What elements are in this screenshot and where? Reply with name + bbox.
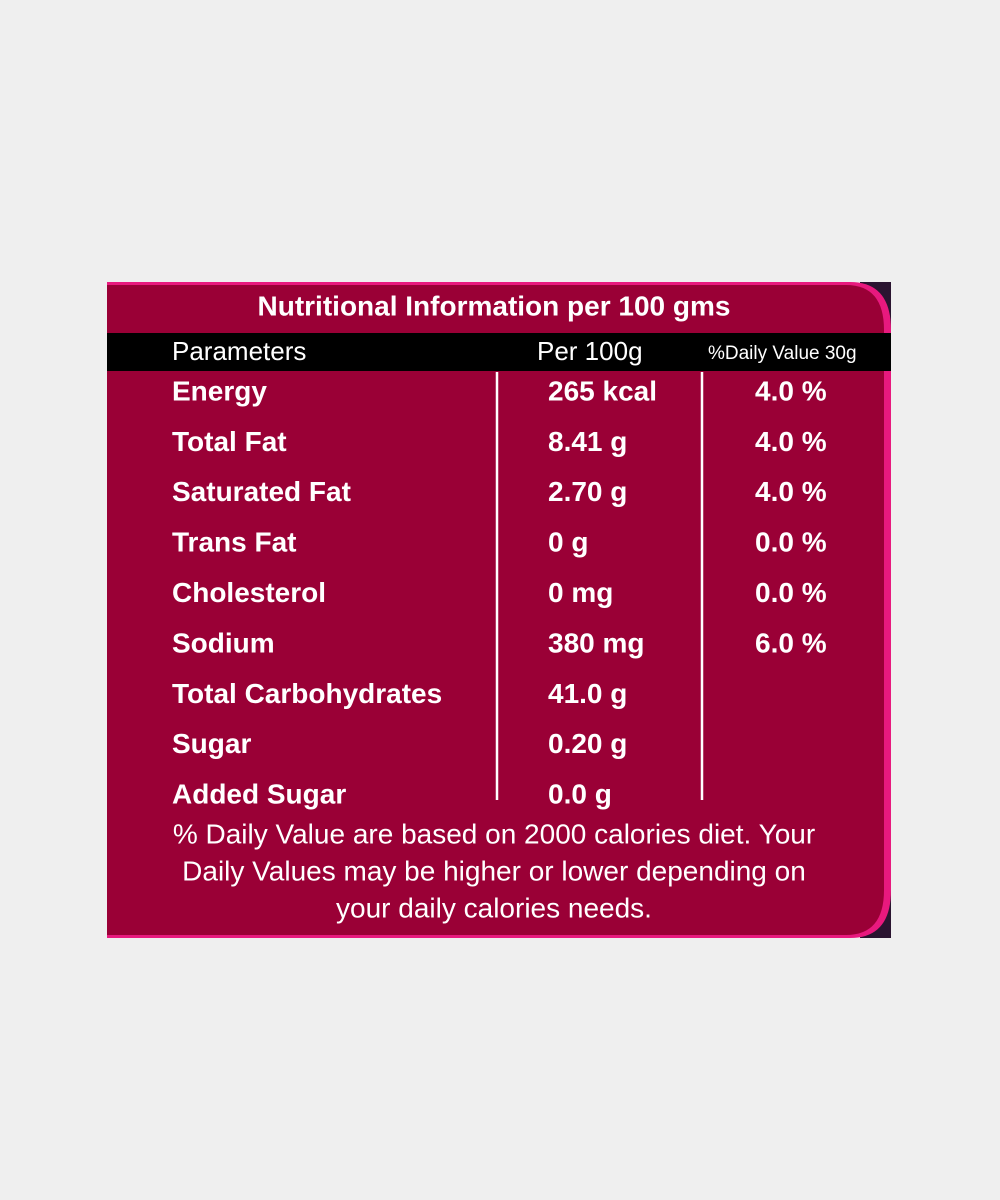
per-100g-cell: 0.20 g bbox=[548, 728, 627, 759]
parameter-cell: Sugar bbox=[172, 728, 251, 759]
panel bbox=[107, 285, 884, 935]
parameter-cell: Cholesterol bbox=[172, 577, 326, 608]
footnote-line: % Daily Value are based on 2000 calories… bbox=[173, 818, 815, 849]
daily-value-cell: 4.0 % bbox=[755, 426, 827, 457]
per-100g-cell: 0.0 g bbox=[548, 779, 612, 810]
per-100g-cell: 8.41 g bbox=[548, 426, 627, 457]
per-100g-cell: 265 kcal bbox=[548, 375, 657, 406]
header-bar bbox=[107, 333, 891, 371]
parameter-cell: Added Sugar bbox=[172, 779, 346, 810]
column-header: Parameters bbox=[172, 336, 306, 366]
title: Nutritional Information per 100 gms bbox=[258, 290, 731, 321]
daily-value-cell: 6.0 % bbox=[755, 627, 827, 658]
footnote-line: your daily calories needs. bbox=[336, 892, 652, 923]
daily-value-cell: 4.0 % bbox=[755, 476, 827, 507]
daily-value-cell: 0.0 % bbox=[755, 577, 827, 608]
parameter-cell: Sodium bbox=[172, 627, 275, 658]
per-100g-cell: 380 mg bbox=[548, 627, 645, 658]
parameter-cell: Total Carbohydrates bbox=[172, 678, 442, 709]
parameter-cell: Trans Fat bbox=[172, 527, 296, 558]
per-100g-cell: 2.70 g bbox=[548, 476, 627, 507]
column-header: Per 100g bbox=[537, 336, 643, 366]
per-100g-cell: 41.0 g bbox=[548, 678, 627, 709]
parameter-cell: Energy bbox=[172, 375, 267, 406]
footnote-line: Daily Values may be higher or lower depe… bbox=[182, 855, 806, 886]
column-header: %Daily Value 30g bbox=[708, 343, 857, 364]
per-100g-cell: 0 g bbox=[548, 527, 588, 558]
per-100g-cell: 0 mg bbox=[548, 577, 613, 608]
footnote: % Daily Value are based on 2000 calories… bbox=[173, 818, 815, 923]
daily-value-cell: 0.0 % bbox=[755, 527, 827, 558]
daily-value-cell: 4.0 % bbox=[755, 375, 827, 406]
parameter-cell: Total Fat bbox=[172, 426, 287, 457]
table-body: Energy 265 kcal 4.0 % Total Fat 8.41 g 4.0 % S… bbox=[172, 375, 827, 809]
parameter-cell: Saturated Fat bbox=[172, 476, 351, 507]
